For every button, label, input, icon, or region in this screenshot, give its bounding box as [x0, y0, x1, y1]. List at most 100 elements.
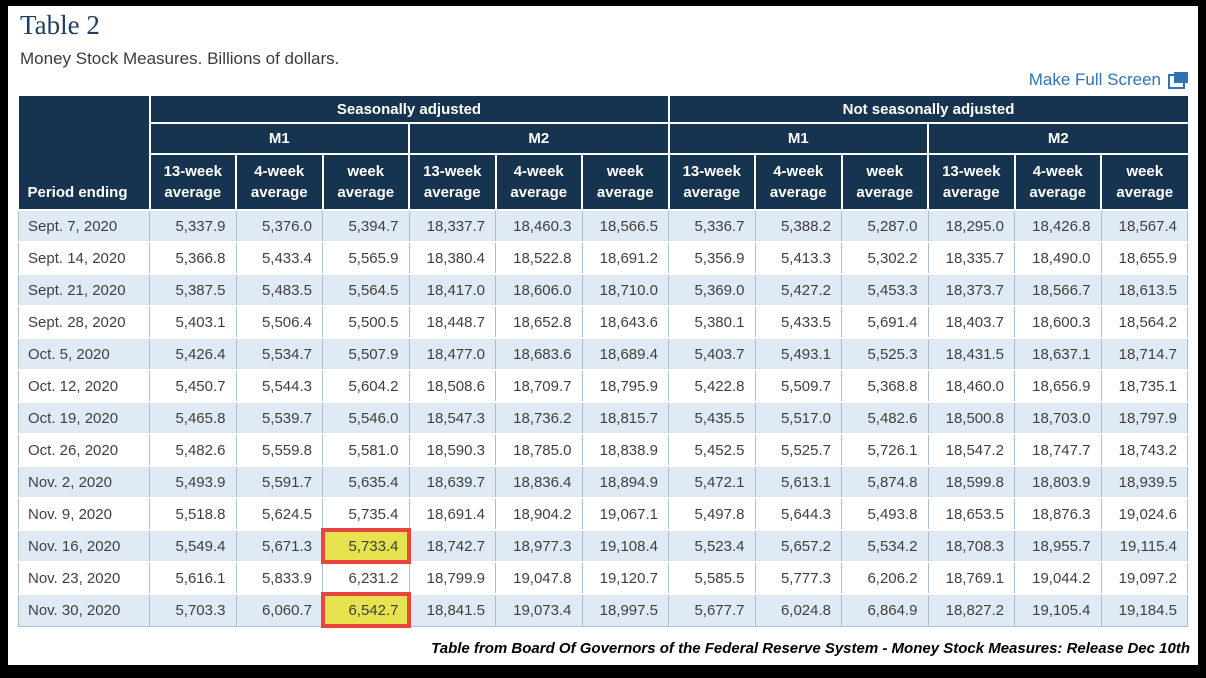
- money-stock-table: Period ending Seasonally adjusted Not se…: [18, 96, 1188, 628]
- value-cell: 18,477.0: [409, 338, 496, 371]
- table-row: Oct. 12, 2020 5,450.7 5,544.3 5,604.2 18…: [18, 370, 1188, 403]
- table-row: Nov. 30, 2020 5,703.3 6,060.7 6,542.7 18…: [18, 592, 1188, 628]
- value-cell: 18,431.5: [928, 338, 1015, 371]
- value-cell: 18,295.0: [928, 210, 1015, 243]
- value-cell: 18,841.5: [409, 594, 496, 627]
- value-cell: 19,105.4: [1014, 594, 1102, 627]
- value-cell: 5,604.2: [322, 370, 410, 403]
- value-cell: 18,894.9: [582, 466, 669, 499]
- value-cell: 18,769.1: [928, 562, 1015, 595]
- table-body: Sept. 7, 2020 5,337.9 5,376.0 5,394.7 18…: [18, 210, 1188, 628]
- value-cell: 18,691.2: [582, 242, 669, 275]
- value-cell: 18,799.9: [409, 562, 496, 595]
- value-cell: 18,460.0: [928, 370, 1015, 403]
- value-cell: 18,939.5: [1101, 466, 1188, 499]
- value-cell: 5,777.3: [755, 562, 842, 595]
- value-cell: 5,369.0: [668, 274, 756, 307]
- value-cell: 5,403.1: [149, 306, 237, 339]
- value-cell: 18,564.2: [1101, 306, 1188, 339]
- value-cell: 5,506.4: [236, 306, 323, 339]
- value-cell: 5,534.7: [236, 338, 323, 371]
- value-cell: 18,691.4: [409, 498, 496, 531]
- value-cell: 19,067.1: [582, 498, 669, 531]
- value-cell: 5,624.5: [236, 498, 323, 531]
- value-cell: 18,547.3: [409, 402, 496, 435]
- make-full-screen-link[interactable]: Make Full Screen: [1029, 70, 1188, 90]
- value-cell: 18,403.7: [928, 306, 1015, 339]
- col-header: 4-week average: [1014, 154, 1102, 211]
- value-cell: 5,403.7: [668, 338, 756, 371]
- col-header: 13-week average: [668, 154, 756, 211]
- value-cell: 18,337.7: [409, 210, 496, 243]
- table-row: Nov. 23, 2020 5,616.1 5,833.9 6,231.2 18…: [18, 562, 1188, 595]
- value-cell: 18,743.2: [1101, 434, 1188, 467]
- subgroup-header-nsa-m2: M2: [928, 123, 1188, 155]
- highlighted-value-cell: 5,733.4: [320, 528, 411, 564]
- value-cell: 18,613.5: [1101, 274, 1188, 307]
- make-full-screen-label: Make Full Screen: [1028, 70, 1161, 89]
- value-cell: 5,509.7: [755, 370, 842, 403]
- value-cell: 18,500.8: [928, 402, 1015, 435]
- value-cell: 18,747.7: [1014, 434, 1102, 467]
- value-cell: 18,977.3: [495, 530, 583, 563]
- page-subtitle: Money Stock Measures. Billions of dollar…: [20, 49, 340, 68]
- highlighted-value-cell: 6,542.7: [320, 592, 411, 628]
- value-cell: 5,453.3: [841, 274, 929, 307]
- value-cell: 5,388.2: [755, 210, 842, 243]
- value-cell: 5,483.5: [236, 274, 323, 307]
- value-cell: 5,671.3: [236, 530, 323, 563]
- value-cell: 18,639.7: [409, 466, 496, 499]
- value-cell: 5,549.4: [149, 530, 237, 563]
- value-cell: 18,566.7: [1014, 274, 1102, 307]
- value-cell: 5,302.2: [841, 242, 929, 275]
- period-ending-cell: Oct. 5, 2020: [18, 338, 150, 371]
- value-cell: 5,422.8: [668, 370, 756, 403]
- value-cell: 18,590.3: [409, 434, 496, 467]
- period-ending-cell: Nov. 16, 2020: [18, 530, 150, 563]
- value-cell: 6,024.8: [755, 594, 842, 627]
- value-cell: 5,452.5: [668, 434, 756, 467]
- table-row: Sept. 21, 2020 5,387.5 5,483.5 5,564.5 1…: [18, 274, 1188, 307]
- value-cell: 18,652.8: [495, 306, 583, 339]
- value-cell: 5,493.8: [841, 498, 929, 531]
- value-cell: 18,797.9: [1101, 402, 1188, 435]
- value-cell: 18,838.9: [582, 434, 669, 467]
- value-cell: 5,507.9: [322, 338, 410, 371]
- value-cell: 18,827.2: [928, 594, 1015, 627]
- value-cell: 18,490.0: [1014, 242, 1102, 275]
- value-cell: 5,523.4: [668, 530, 756, 563]
- value-cell: 19,120.7: [582, 562, 669, 595]
- value-cell: 18,708.3: [928, 530, 1015, 563]
- value-cell: 5,337.9: [149, 210, 237, 243]
- col-header: week average: [841, 154, 929, 211]
- value-cell: 5,735.4: [322, 498, 410, 531]
- period-ending-cell: Sept. 28, 2020: [18, 306, 150, 339]
- value-cell: 5,493.1: [755, 338, 842, 371]
- value-cell: 18,803.9: [1014, 466, 1102, 499]
- value-cell: 5,559.8: [236, 434, 323, 467]
- table-row: Sept. 7, 2020 5,337.9 5,376.0 5,394.7 18…: [18, 210, 1188, 243]
- value-cell: 5,613.1: [755, 466, 842, 499]
- value-cell: 19,024.6: [1101, 498, 1188, 531]
- value-cell: 5,635.4: [322, 466, 410, 499]
- value-cell: 18,522.8: [495, 242, 583, 275]
- value-cell: 18,955.7: [1014, 530, 1102, 563]
- value-cell: 5,525.7: [755, 434, 842, 467]
- value-cell: 5,591.7: [236, 466, 323, 499]
- subgroup-header-sa-m1: M1: [149, 123, 410, 155]
- value-cell: 5,703.3: [149, 594, 237, 627]
- value-cell: 18,785.0: [495, 434, 583, 467]
- period-ending-cell: Oct. 19, 2020: [18, 402, 150, 435]
- value-cell: 5,644.3: [755, 498, 842, 531]
- value-cell: 5,450.7: [149, 370, 237, 403]
- value-cell: 5,497.8: [668, 498, 756, 531]
- period-ending-cell: Sept. 21, 2020: [18, 274, 150, 307]
- value-cell: 18,876.3: [1014, 498, 1102, 531]
- value-cell: 18,815.7: [582, 402, 669, 435]
- value-cell: 18,655.9: [1101, 242, 1188, 275]
- period-ending-cell: Nov. 23, 2020: [18, 562, 150, 595]
- period-ending-cell: Oct. 26, 2020: [18, 434, 150, 467]
- value-cell: 5,493.9: [149, 466, 237, 499]
- table-row: Sept. 28, 2020 5,403.1 5,506.4 5,500.5 1…: [18, 306, 1188, 339]
